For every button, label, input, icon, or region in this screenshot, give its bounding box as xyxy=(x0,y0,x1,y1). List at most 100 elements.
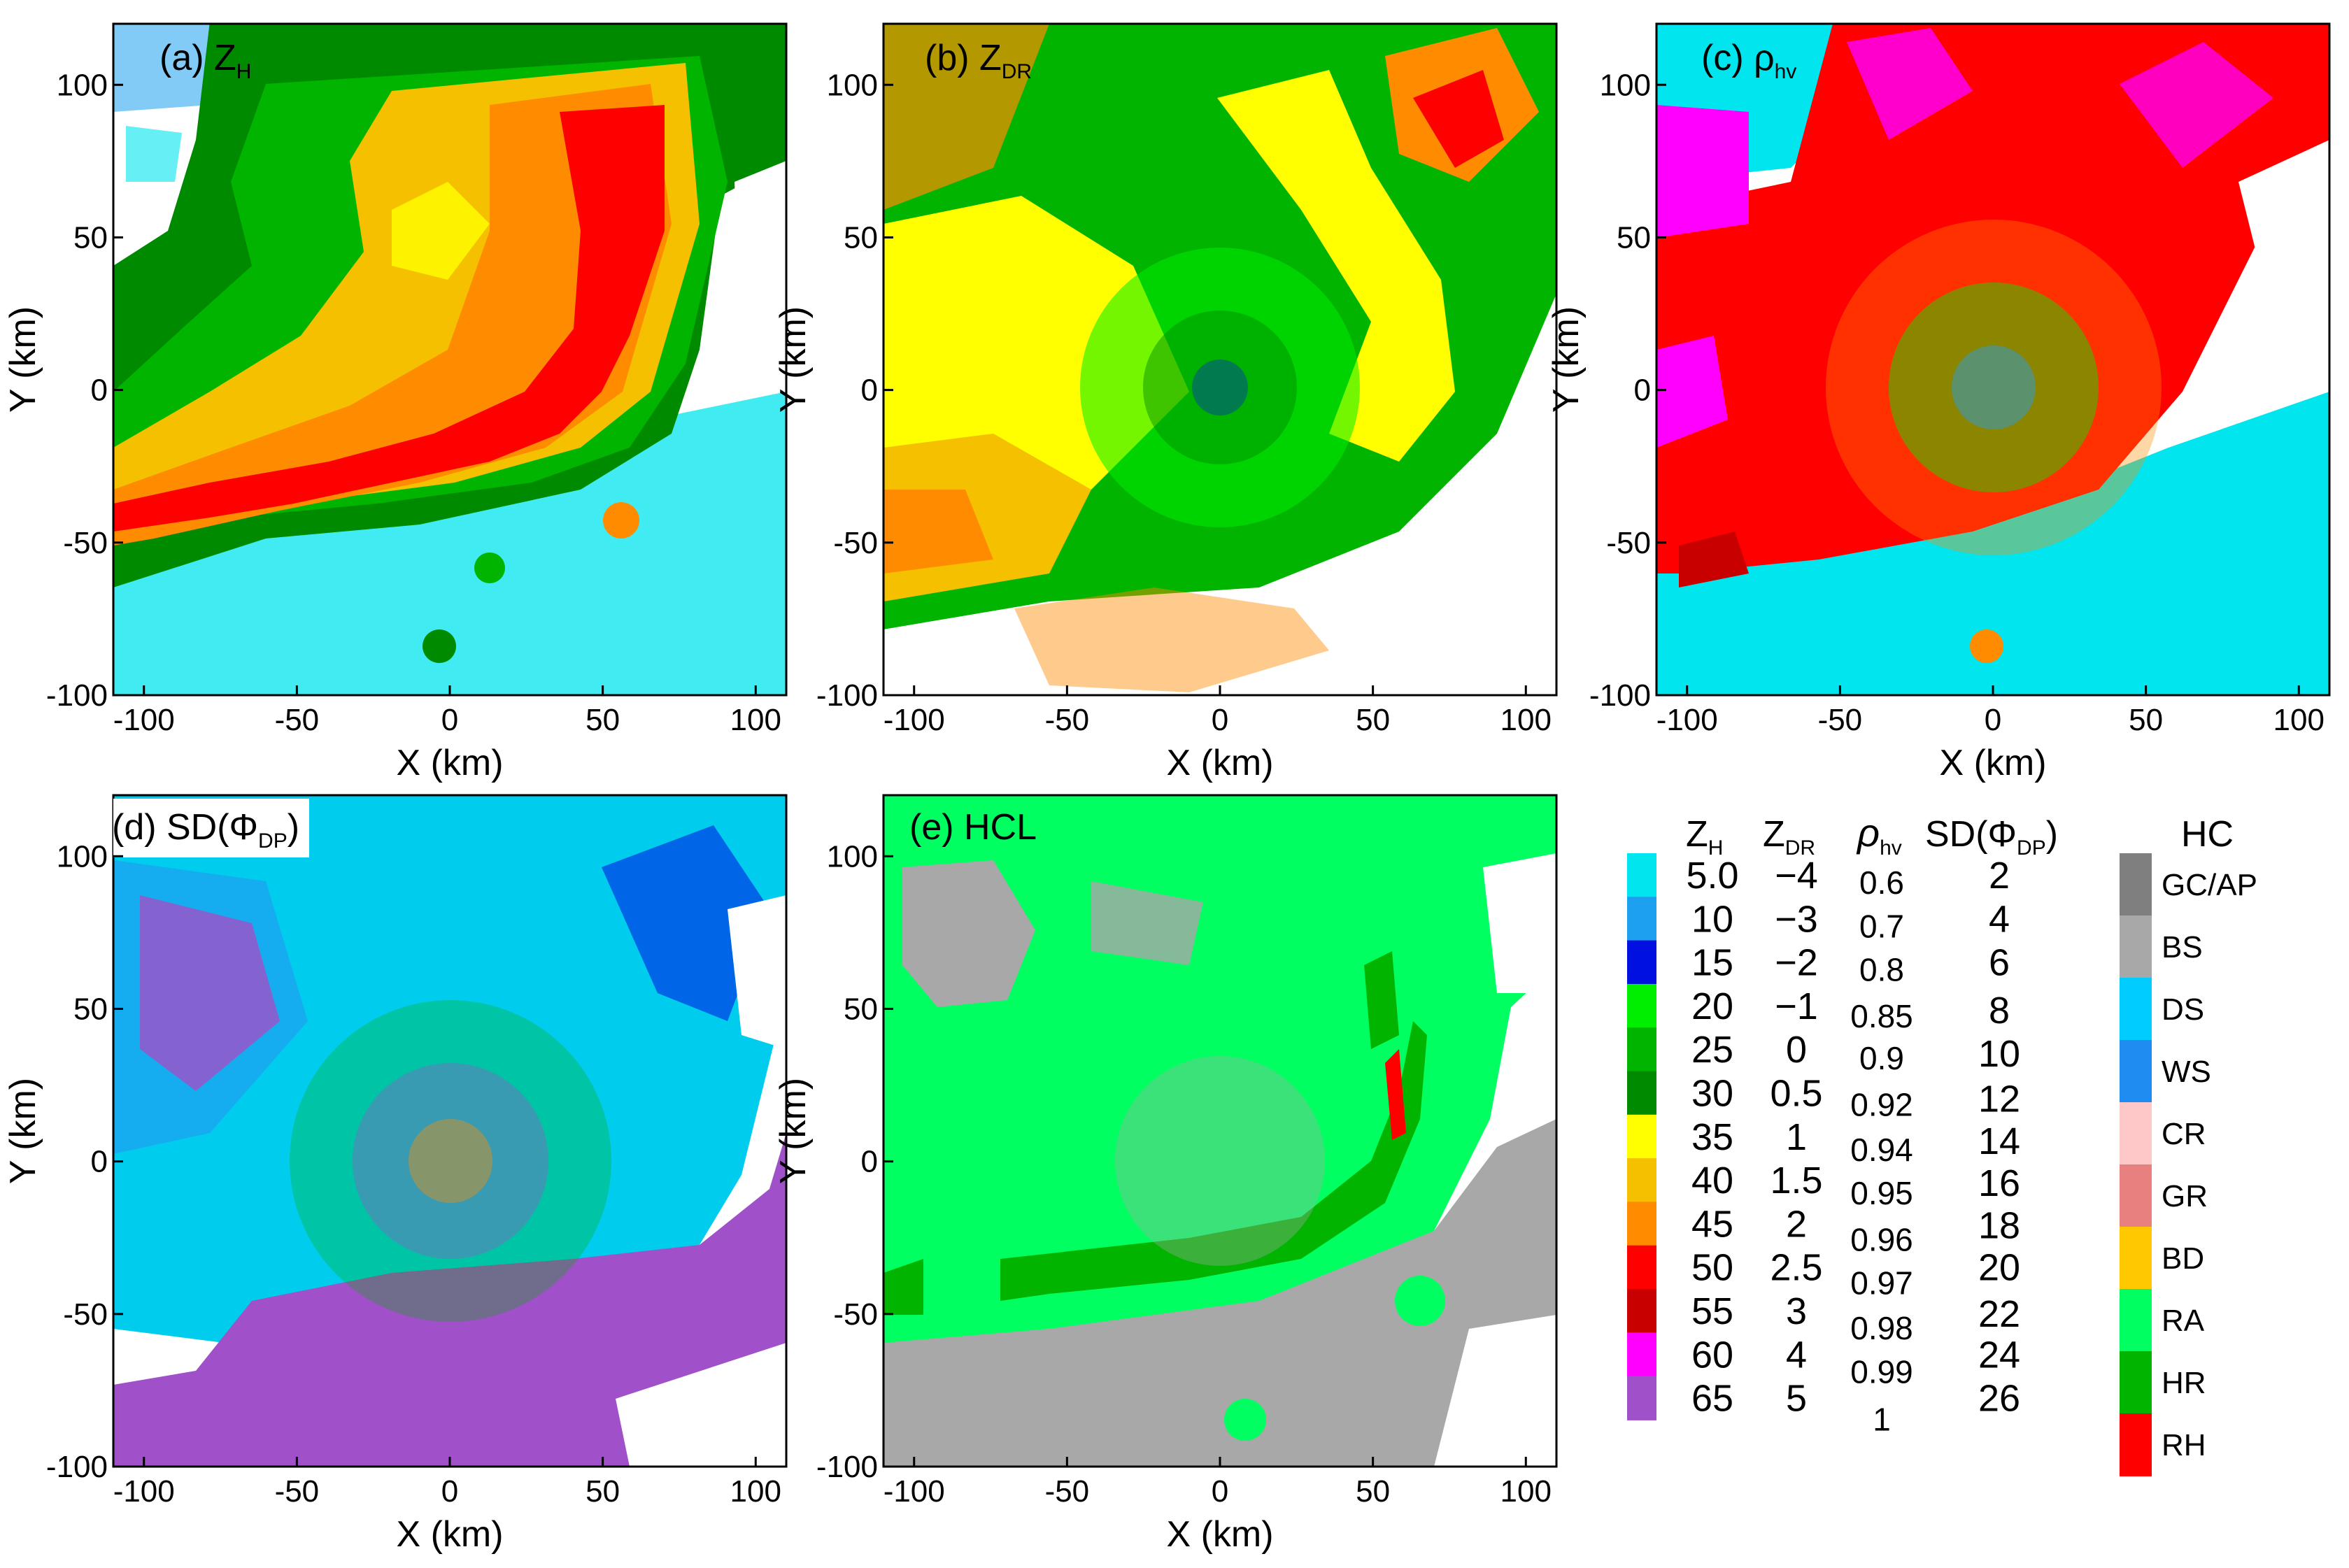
colorbar-label-sdphi: 6 xyxy=(1989,942,2010,984)
colorbar-label-zdr: −4 xyxy=(1775,855,1818,897)
colorbar-label-zh: 10 xyxy=(1691,898,1733,940)
panel-d: (d) SD(ΦDP) -100 -50 0 50 100 -100 -50 0 50 100 X … xyxy=(3,794,788,1555)
hc-label: GR xyxy=(2162,1179,2208,1213)
panel-e-field xyxy=(883,795,1556,1467)
panel-a: (a) ZH -100 -50 0 50 100 -100 -50 0 50 100 X (km) Y… xyxy=(3,22,788,783)
colorbar-label-zh: 45 xyxy=(1691,1203,1733,1245)
colorbar-swatch xyxy=(1627,1245,1656,1290)
colorbar-label-zh: 40 xyxy=(1691,1160,1733,1202)
colorbar-label-zh: 20 xyxy=(1691,985,1733,1027)
panel-d-ytick-label: -50 xyxy=(63,1297,108,1332)
panel-c-ytick-label: 0 xyxy=(1634,373,1651,408)
panel-e-ytick-label: -100 xyxy=(816,1450,878,1484)
panel-a-xtick-label: 50 xyxy=(586,703,620,737)
panel-d-xtick-label: 100 xyxy=(730,1474,781,1509)
colorbar-label-sdphi: 12 xyxy=(1978,1078,2020,1120)
colorbar-label-sdphi: 26 xyxy=(1978,1378,2020,1420)
panel-e-xlabel: X (km) xyxy=(1166,1514,1273,1555)
panel-e-xtick-label: -100 xyxy=(883,1474,945,1509)
hc-swatch xyxy=(2120,1227,2152,1290)
panel-a-ytick-label: 0 xyxy=(91,373,108,408)
hc-swatch xyxy=(2120,1289,2152,1352)
colorbar-label-zh: 50 xyxy=(1691,1247,1733,1289)
hc-legend-items: GC/AP BS DS WS CR GR BD RA HR RH xyxy=(2120,853,2257,1476)
colorbar-label-rhohv: 0.8 xyxy=(1859,952,1904,988)
colorbar-label-zdr: 5 xyxy=(1786,1378,1807,1420)
colorbar-label-sdphi: 22 xyxy=(1978,1293,2020,1335)
colorbar-label-zdr: 4 xyxy=(1786,1334,1807,1376)
hc-label: BD xyxy=(2162,1241,2204,1276)
panel-c-xtick-label: 100 xyxy=(2273,703,2325,737)
hc-label: CR xyxy=(2162,1117,2206,1151)
colorbar-swatch xyxy=(1627,897,1656,941)
panel-a-xtick-label: -50 xyxy=(275,703,320,737)
colorbar-swatch xyxy=(1627,940,1656,985)
colorbar-label-zdr: −1 xyxy=(1775,985,1818,1027)
panel-e-xtick-label: 50 xyxy=(1356,1474,1390,1509)
panel-b-ylabel: Y (km) xyxy=(773,306,814,413)
colorbar-swatches xyxy=(1627,853,1656,1420)
hc-label: GC/AP xyxy=(2162,868,2257,902)
colorbar-swatch xyxy=(1627,1071,1656,1116)
colorbar-label-rhohv: 0.9 xyxy=(1859,1040,1904,1076)
colorbar-label-rhohv: 0.97 xyxy=(1850,1265,1913,1302)
colorbar-label-rhohv: 0.92 xyxy=(1850,1087,1913,1123)
panel-a-ytick-label: -50 xyxy=(63,526,108,560)
panel-c-ytick-label: 50 xyxy=(1617,220,1651,255)
panel-c-ytick-label: -100 xyxy=(1589,678,1651,713)
colorbar-label-rhohv: 1 xyxy=(1873,1402,1891,1438)
panel-c-xtick-label: -50 xyxy=(1818,703,1863,737)
colorbar-label-zh: 55 xyxy=(1691,1290,1733,1332)
colorbar-label-zdr: 3 xyxy=(1786,1290,1807,1332)
colorbar-header-zh: ZH xyxy=(1686,814,1723,860)
hc-swatch xyxy=(2120,915,2152,978)
panel-b-ytick-label: 0 xyxy=(861,373,878,408)
hc-label: DS xyxy=(2162,992,2204,1027)
panel-d-ylabel: Y (km) xyxy=(3,1078,43,1184)
panel-b-ytick-label: -100 xyxy=(816,678,878,713)
colorbar-label-zdr: 1 xyxy=(1786,1116,1807,1158)
panel-a-ytick-label: 50 xyxy=(73,220,108,255)
hc-swatch xyxy=(2120,853,2152,916)
colorbar-header-rhohv: ρhv xyxy=(1856,811,1902,860)
colorbar-label-zdr: 2.5 xyxy=(1770,1247,1822,1289)
panel-a-xtick-label: -100 xyxy=(113,703,175,737)
panel-b-xtick-label: -50 xyxy=(1045,703,1090,737)
colorbar-label-rhohv: 0.95 xyxy=(1850,1175,1913,1211)
hc-swatch xyxy=(2120,1102,2152,1165)
panel-a-ylabel: Y (km) xyxy=(3,306,43,413)
hc-label: RH xyxy=(2162,1428,2206,1462)
panel-b-xtick-label: 100 xyxy=(1500,703,1552,737)
panel-c-xlabel: X (km) xyxy=(1939,743,2046,783)
colorbar-label-zh: 30 xyxy=(1691,1073,1733,1115)
colorbar-label-rhohv: 0.7 xyxy=(1859,908,1904,944)
colorbar-label-sdphi: 14 xyxy=(1978,1120,2020,1162)
panel-a-title: (a) ZH xyxy=(159,38,251,83)
panel-e-xtick-label: 100 xyxy=(1500,1474,1552,1509)
panel-e-ylabel: Y (km) xyxy=(773,1078,814,1184)
colorbar-label-rhohv: 0.96 xyxy=(1850,1221,1913,1257)
colorbar-swatch xyxy=(1627,1289,1656,1334)
panel-d-xlabel: X (km) xyxy=(396,1514,503,1555)
panel-a-field xyxy=(113,24,786,695)
colorbar-label-zh: 35 xyxy=(1691,1116,1733,1158)
colorbar-label-zh: 65 xyxy=(1691,1378,1733,1420)
colorbar-label-zdr: 2 xyxy=(1786,1203,1807,1245)
colorbar-label-zh: 25 xyxy=(1691,1029,1733,1071)
colorbar-swatch xyxy=(1627,853,1656,898)
colorbar-label-sdphi: 18 xyxy=(1978,1204,2020,1246)
panel-b-xtick-label: 0 xyxy=(1212,703,1228,737)
panel-c-axes: -100 -50 0 50 100 -100 -50 0 50 100 X (km) Y (km) xyxy=(1546,68,2325,783)
panel-b-ytick-label: 50 xyxy=(844,220,878,255)
panel-c-title: (c) ρhv xyxy=(1701,38,1796,83)
colorbar-label-zh: 5.0 xyxy=(1686,855,1738,897)
colorbar-label-sdphi: 16 xyxy=(1978,1162,2020,1204)
panel-c-xtick-label: 50 xyxy=(2129,703,2163,737)
panel-d-title: (d) SD(ΦDP) xyxy=(112,807,299,853)
panel-b-xtick-label: 50 xyxy=(1356,703,1390,737)
panel-e-xtick-label: -50 xyxy=(1045,1474,1090,1509)
colorbar-label-zdr: 0.5 xyxy=(1770,1073,1822,1115)
colorbar-label-sdphi: 8 xyxy=(1989,990,2010,1032)
panel-e-axes: -100 -50 0 50 100 -100 -50 0 50 100 X (km) Y (km) xyxy=(773,839,1552,1555)
